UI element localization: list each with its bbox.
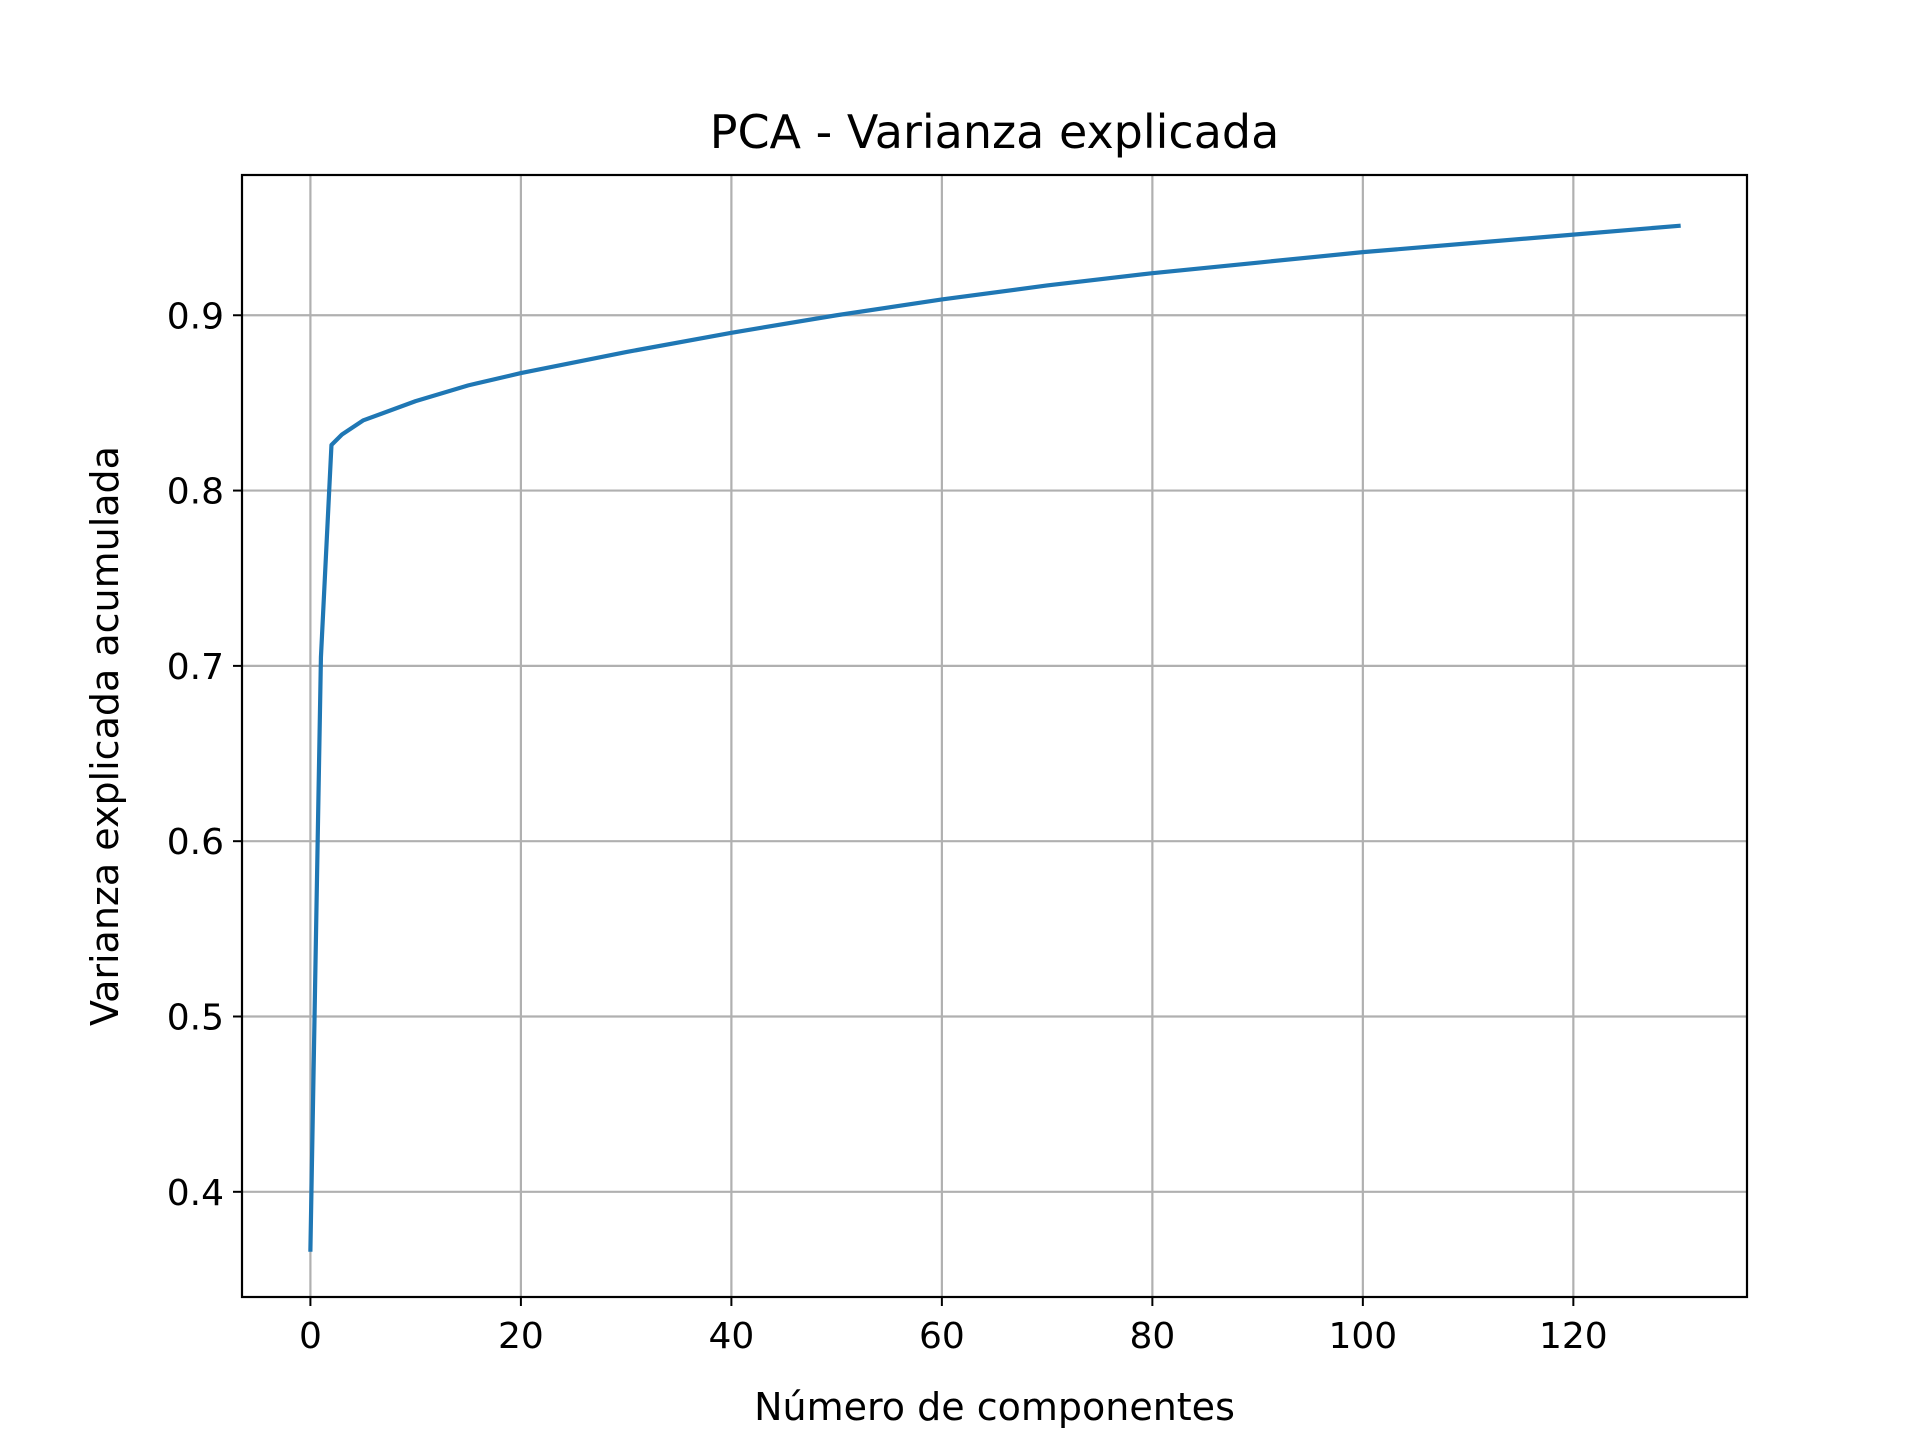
chart-title: PCA - Varianza explicada	[710, 105, 1280, 159]
x-tick-label: 100	[1328, 1316, 1397, 1357]
x-tick-label: 60	[919, 1316, 965, 1357]
y-tick-label: 0.4	[167, 1173, 224, 1214]
y-tick-label: 0.8	[167, 472, 224, 513]
grid-layer	[242, 175, 1747, 1297]
x-tick-label: 40	[708, 1316, 754, 1357]
series-layer	[308, 223, 1681, 1252]
cumulative-variance-line	[308, 223, 1681, 1252]
y-tick-label: 0.9	[167, 296, 224, 337]
x-tick-label: 80	[1129, 1316, 1175, 1357]
y-tick-label: 0.6	[167, 822, 224, 863]
x-axis-label: Número de componentes	[754, 1385, 1235, 1429]
plot-frame	[240, 173, 1749, 1299]
x-tick-label: 120	[1539, 1316, 1608, 1357]
y-tick-label: 0.5	[167, 998, 224, 1039]
y-tick-label: 0.7	[167, 647, 224, 688]
y-axis-label: Varianza explicada acumulada	[83, 446, 127, 1026]
x-tick-label: 0	[299, 1316, 322, 1357]
tick-layer: 0 20 40 60 80 100 120 0.4 0.5 0.6 0.7 0.8 0.9	[167, 296, 1608, 1357]
x-tick-label: 20	[498, 1316, 544, 1357]
